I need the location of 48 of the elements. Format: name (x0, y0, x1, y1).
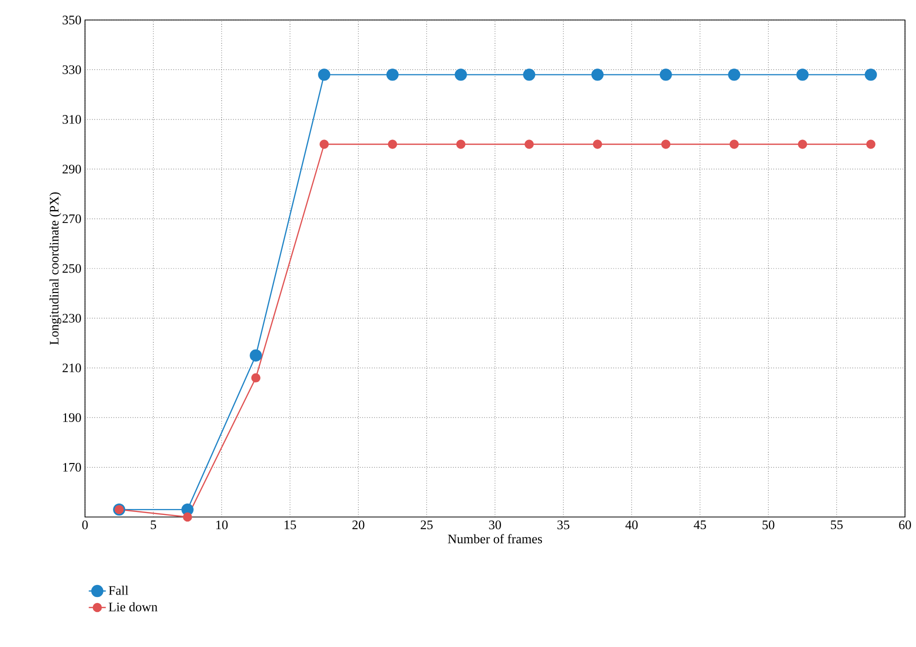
y-axis-title: Longitudinal coordinate (PX) (49, 192, 62, 345)
point (864, 68, 877, 81)
point (386, 68, 399, 81)
legend-label: Lie down (108, 602, 158, 612)
x-tick-label: 10 (216, 520, 228, 530)
legend-label: Fall (108, 586, 128, 595)
point (251, 373, 260, 382)
y-tick-label: 330 (62, 65, 81, 74)
point (661, 140, 670, 149)
point (866, 140, 876, 149)
point (524, 140, 534, 149)
x-tick-label: 40 (625, 520, 638, 530)
x-tick-label: 5 (150, 520, 156, 530)
point (798, 140, 808, 149)
point (388, 140, 398, 149)
point (318, 68, 330, 81)
point (728, 68, 740, 81)
x-tick-label: 0 (82, 520, 88, 530)
point (250, 349, 262, 362)
x-tick-label: 30 (489, 520, 501, 530)
y-tick-label: 290 (62, 164, 81, 174)
point (796, 68, 809, 81)
x-tick-label: 60 (899, 520, 911, 530)
point (523, 68, 536, 81)
point (730, 140, 739, 149)
x-tick-label: 15 (284, 520, 296, 530)
y-tick-label: 170 (63, 462, 81, 472)
point (456, 140, 466, 149)
point (591, 68, 604, 81)
y-tick-label: 250 (62, 264, 81, 273)
y-tick-label: 310 (62, 115, 81, 124)
y-tick-label: 270 (62, 214, 81, 224)
y-tick-label: 190 (63, 413, 81, 422)
x-tick-label: 35 (557, 520, 570, 530)
x-tick-label: 55 (830, 520, 843, 530)
y-tick-label: 230 (62, 314, 81, 323)
x-tick-label: 45 (694, 520, 706, 530)
point (592, 140, 602, 149)
x-axis-title: Number of frames (448, 534, 542, 544)
x-tick-label: 50 (762, 520, 774, 530)
x-tick-label: 25 (420, 520, 433, 530)
x-tick-label: 20 (352, 520, 364, 530)
point (660, 68, 672, 81)
point (454, 68, 467, 81)
point (182, 512, 192, 522)
y-tick-label: 210 (62, 364, 81, 372)
y-tick-label: 350 (62, 16, 81, 24)
point (320, 140, 329, 149)
